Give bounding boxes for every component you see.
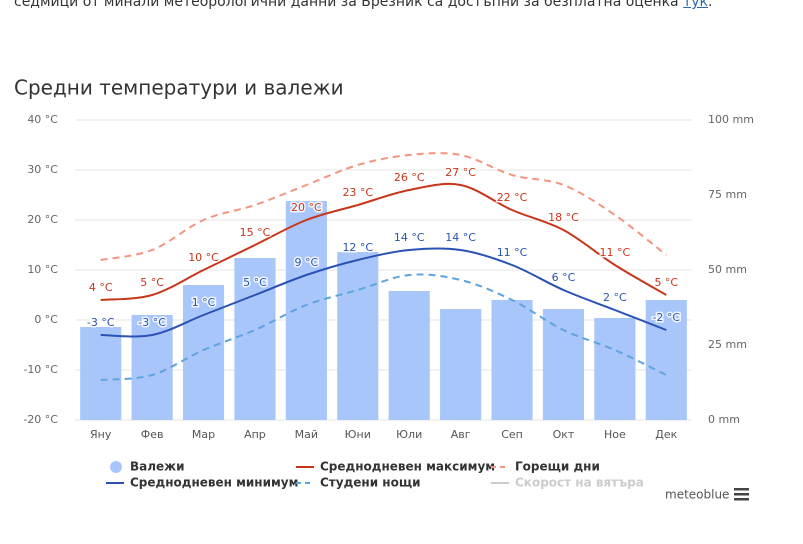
x-tick-label: Ное — [604, 428, 626, 441]
precip-bar — [645, 300, 687, 420]
precip-bar — [542, 309, 585, 420]
x-tick-label: Сеп — [501, 428, 523, 441]
data-label: 4 °C — [89, 281, 113, 294]
temp-line — [100, 247, 667, 338]
precip-bar — [182, 285, 225, 420]
data-label: 27 °C — [445, 166, 476, 179]
data-label: 5 °C — [654, 276, 678, 289]
legend-label: Скорост на вятъра — [515, 476, 644, 490]
y-tick-label: 30 °C — [27, 163, 58, 176]
legend-label: Студени нощи — [320, 476, 421, 490]
data-label: 10 °C — [188, 251, 219, 264]
intro-text: седмици от минали метеорологични данни з… — [14, 0, 679, 10]
legend-item[interactable]: Валежи — [110, 460, 185, 474]
legend-item[interactable]: Скорост на вятъра — [491, 476, 644, 490]
chart: Средни температури и валежи meteoblue -2… — [14, 76, 754, 502]
data-label: 6 °C — [552, 271, 576, 284]
x-tick-label: Юли — [396, 428, 422, 441]
legend-item[interactable]: Горещи дни — [491, 460, 600, 474]
x-tick-label: Яну — [90, 428, 112, 441]
data-label: 14 °C — [394, 231, 425, 244]
temp-line — [100, 182, 667, 301]
data-label: 5 °C — [140, 276, 164, 289]
data-label: 9 °C — [295, 256, 319, 269]
chart-title: Средни температури и валежи — [14, 76, 344, 100]
x-tick-label: Май — [295, 428, 318, 441]
precip-bar — [440, 309, 482, 420]
data-label: 2 °C — [603, 291, 627, 304]
intro: седмици от минали метеорологични данни з… — [14, 0, 712, 10]
data-label: -3 °C — [87, 316, 115, 329]
data-label: 11 °C — [497, 246, 528, 259]
data-label: 15 °C — [240, 226, 271, 239]
data-label: 14 °C — [445, 231, 476, 244]
precip-bar — [491, 300, 533, 420]
legend-swatch — [110, 461, 122, 473]
x-tick-label: Апр — [244, 428, 266, 441]
data-label: 20 °C — [291, 201, 322, 214]
precip-bar — [388, 291, 430, 420]
data-label: -2 °C — [652, 311, 680, 324]
data-label: 22 °C — [497, 191, 528, 204]
x-tick-label: Фев — [141, 428, 164, 441]
y-tick-label: 10 °C — [27, 263, 58, 276]
x-tick-label: Мар — [192, 428, 215, 441]
data-label: 23 °C — [342, 186, 373, 199]
precip-bar — [234, 258, 276, 420]
y2-tick-label: 0 mm — [708, 413, 740, 426]
x-tick-label: Юни — [345, 428, 371, 441]
y-tick-label: -20 °C — [23, 413, 58, 426]
legend-item[interactable]: Студени нощи — [296, 476, 421, 490]
precip-bar — [337, 252, 379, 420]
page: седмици от минали метеорологични данни з… — [14, 0, 754, 502]
y-tick-label: 40 °C — [27, 113, 58, 126]
dashed-line — [100, 152, 667, 261]
precip-bar — [594, 318, 636, 420]
data-label: 11 °C — [600, 246, 631, 259]
data-label: 5 °C — [243, 276, 267, 289]
y2-tick-label: 50 mm — [708, 263, 747, 276]
data-label: 1 °C — [192, 296, 216, 309]
y2-tick-label: 25 mm — [708, 338, 747, 351]
y-tick-label: 0 °C — [34, 313, 58, 326]
legend-label: Среднодневен минимум — [130, 476, 298, 490]
y2-tick-label: 100 mm — [708, 113, 754, 126]
data-label: -3 °C — [138, 316, 166, 329]
x-tick-label: Окт — [553, 428, 575, 441]
legend-item[interactable]: Среднодневен максимум — [296, 460, 495, 474]
x-tick-label: Авг — [451, 428, 471, 441]
dashed-line — [100, 273, 667, 381]
data-label: 18 °C — [548, 211, 579, 224]
y2-tick-label: 75 mm — [708, 188, 747, 201]
precip-bar — [80, 327, 122, 420]
link[interactable]: тук — [683, 0, 708, 10]
brand: meteoblue — [665, 488, 729, 502]
legend-label: Валежи — [130, 460, 185, 474]
x-tick-label: Дек — [655, 428, 677, 441]
precip-bar — [131, 315, 173, 420]
y-tick-label: -10 °C — [23, 363, 58, 376]
menu-icon[interactable] — [734, 488, 749, 501]
data-label: 12 °C — [342, 241, 373, 254]
legend-label: Среднодневен максимум — [320, 460, 495, 474]
intro-end: . — [708, 0, 713, 10]
y-tick-label: 20 °C — [27, 213, 58, 226]
legend-item[interactable]: Среднодневен минимум — [106, 476, 298, 490]
legend-label: Горещи дни — [515, 460, 600, 474]
data-label: 26 °C — [394, 171, 425, 184]
